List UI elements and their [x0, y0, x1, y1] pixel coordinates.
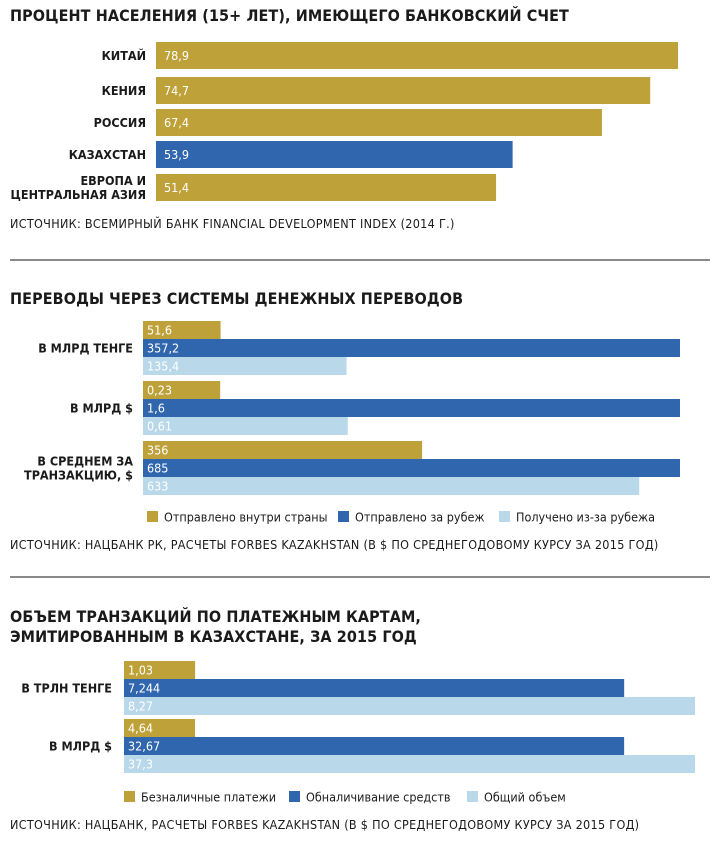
- divider-2: [10, 576, 710, 578]
- chart2-bar: [143, 381, 221, 399]
- chart3-legend-label: Безналичные платежи: [141, 790, 276, 805]
- chart2-bar: [143, 339, 680, 357]
- chart3-value-label: 32,67: [128, 739, 160, 754]
- chart2-legend-label: Получено из-за рубежа: [516, 510, 655, 525]
- chart1-bar: [156, 141, 513, 168]
- chart1-value-label: 78,9: [164, 48, 189, 63]
- chart1-bar: [156, 174, 497, 201]
- chart1-bar: [156, 77, 651, 104]
- chart1-value-label: 53,9: [164, 147, 189, 162]
- chart2-legend-label: Отправлено за рубеж: [355, 510, 485, 525]
- chart2-value-label: 356: [147, 443, 168, 458]
- chart2-value-label: 135,4: [147, 359, 179, 374]
- chart2-value-label: 685: [147, 461, 168, 476]
- chart1-value-label: 74,7: [164, 83, 189, 98]
- chart1-category-label: КЕНИЯ: [102, 83, 146, 98]
- chart2-bar: [143, 417, 348, 435]
- chart2-title: ПЕРЕВОДЫ ЧЕРЕЗ СИСТЕМЫ ДЕНЕЖНЫХ ПЕРЕВОДО…: [10, 289, 464, 308]
- chart2-legend-swatch: [499, 511, 510, 522]
- chart1-bar: [156, 109, 602, 136]
- chart3-value-label: 4,64: [128, 721, 153, 736]
- chart2-source: ИСТОЧНИК: НАЦБАНК РК, РАСЧЕТЫ FORBES KAZ…: [10, 537, 659, 552]
- chart1-category-label: КИТАЙ: [102, 48, 146, 63]
- chart2-legend-swatch: [338, 511, 349, 522]
- chart3-legend-label: Общий объем: [484, 790, 566, 805]
- chart2-bar: [143, 357, 347, 375]
- chart2-bar: [143, 459, 680, 477]
- chart3-value-label: 1,03: [128, 663, 153, 678]
- chart2-value-label: 0,61: [147, 419, 172, 434]
- divider-1: [10, 259, 710, 261]
- chart2-bar: [143, 321, 221, 339]
- chart2-value-label: 51,6: [147, 323, 172, 338]
- chart2-bar: [143, 399, 680, 417]
- chart2-value-label: 1,6: [147, 401, 165, 416]
- chart3-bar: [124, 661, 196, 679]
- chart2-value-label: 357,2: [147, 341, 179, 356]
- chart3-value-label: 37,3: [128, 757, 153, 772]
- chart1-bar: [156, 42, 678, 69]
- chart3-category-label: В МЛРД $: [49, 739, 112, 754]
- chart3-legend-swatch: [467, 791, 478, 802]
- chart2-category-label: В МЛРД $: [70, 401, 133, 416]
- chart3-value-label: 7,244: [128, 681, 160, 696]
- chart1-value-label: 67,4: [164, 115, 189, 130]
- chart3-bar: [124, 755, 695, 773]
- chart3-bar: [124, 719, 196, 737]
- chart3-title: ОБЪЕМ ТРАНЗАКЦИЙ ПО ПЛАТЕЖНЫМ КАРТАМ, ЭМ…: [10, 607, 421, 646]
- chart3-bar: [124, 679, 625, 697]
- chart2-category-label: В СРЕДНЕМ ЗА: [37, 454, 133, 469]
- chart2-bar: [143, 477, 640, 495]
- chart1-source: ИСТОЧНИК: ВСЕМИРНЫЙ БАНК FINANCIAL DEVEL…: [10, 216, 455, 231]
- chart2-value-label: 633: [147, 479, 168, 494]
- chart3-legend-swatch: [289, 791, 300, 802]
- chart3-legend-swatch: [124, 791, 135, 802]
- chart1-category-label: ЕВРОПА И: [81, 173, 147, 188]
- chart3-value-label: 8,27: [128, 699, 153, 714]
- chart3-bar: [124, 737, 625, 755]
- chart3-category-label: В ТРЛН ТЕНГЕ: [21, 681, 112, 696]
- chart1-category-label: РОССИЯ: [94, 115, 146, 130]
- chart3-source: ИСТОЧНИК: НАЦБАНК, РАСЧЕТЫ FORBES KAZAKH…: [10, 817, 640, 832]
- chart2-value-label: 0,23: [147, 383, 172, 398]
- chart1-title: ПРОЦЕНТ НАСЕЛЕНИЯ (15+ ЛЕТ), ИМЕЮЩЕГО БА…: [10, 6, 569, 25]
- chart3-bar: [124, 697, 695, 715]
- chart2-category-label: В МЛРД ТЕНГЕ: [38, 341, 133, 356]
- chart2-category-label: ТРАНЗАКЦИЮ, $: [24, 468, 133, 483]
- chart3-legend-label: Обналичивание средств: [306, 790, 451, 805]
- chart2-legend-swatch: [147, 511, 158, 522]
- chart1-value-label: 51,4: [164, 180, 189, 195]
- chart1-category-label: ЦЕНТРАЛЬНАЯ АЗИЯ: [10, 187, 146, 202]
- chart2-bar: [143, 441, 423, 459]
- chart2-legend-label: Отправлено внутри страны: [164, 510, 328, 525]
- chart1-category-label: КАЗАХСТАН: [69, 147, 146, 162]
